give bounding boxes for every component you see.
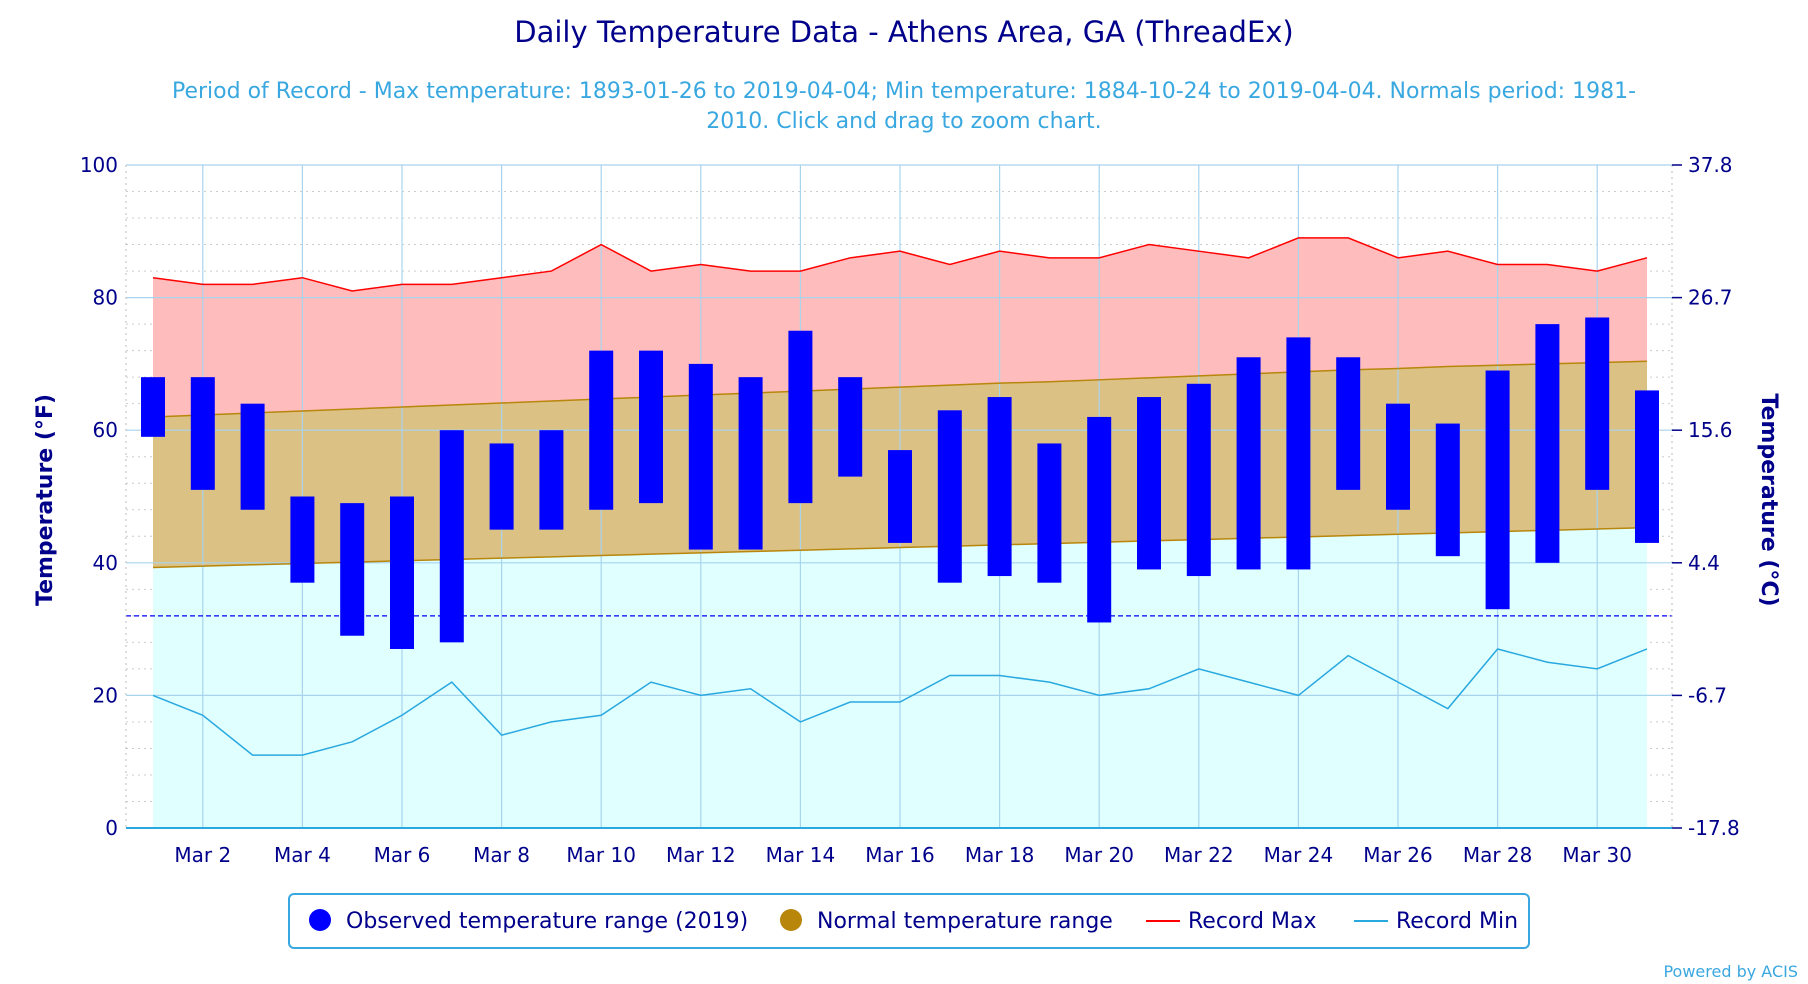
observed-bar-mar-17[interactable] [937,410,962,583]
y-tick-label-right: 15.6 [1688,418,1733,442]
record-min-line[interactable] [152,648,1648,756]
x-tick-label: Mar 22 [1164,843,1234,867]
legend-record-max-label[interactable]: Record Max [1188,909,1317,934]
x-tick-label: Mar 14 [766,843,836,867]
observed-bar-mar-15[interactable] [838,377,863,477]
chart-subtitle-line-1: Period of Record - Max temperature: 1893… [172,79,1636,104]
observed-bar-mar-12[interactable] [688,363,713,550]
y-axis-title-left: Temperature (°F) [33,394,58,606]
y-tick-label-right: 4.4 [1688,551,1720,575]
x-tick-label: Mar 18 [965,843,1035,867]
x-tick-label: Mar 10 [566,843,636,867]
observed-bar-mar-14[interactable] [788,330,813,504]
y-tick-label-right: -6.7 [1688,683,1727,707]
observed-bar-mar-30[interactable] [1585,317,1610,490]
observed-bar-mar-7[interactable] [439,430,464,643]
observed-bar-mar-6[interactable] [390,496,414,649]
plot-area[interactable]: 0 -17.8 20 -6.7 40 4.4 60 15.6 80 26.7 100 37.8 Mar … [80,153,1740,867]
y-tick-label-left: 60 [93,418,118,442]
observed-bar-mar-25[interactable] [1336,357,1361,490]
x-tick-label: Mar 16 [865,843,935,867]
x-tick-label: Mar 12 [666,843,736,867]
x-tick-label: Mar 2 [174,843,231,867]
legend-normal-circle-icon [780,909,802,931]
y-tick-label-right: 37.8 [1688,153,1733,177]
observed-bar-mar-29[interactable] [1535,324,1560,563]
observed-bar-mar-16[interactable] [888,450,912,543]
y-tick-label-left: 80 [93,286,118,310]
y-tick-label-left: 40 [93,551,118,575]
powered-by-credit[interactable]: Powered by ACIS [1663,962,1798,981]
legend-normal-label[interactable]: Normal temperature range [817,909,1113,934]
observed-bar-mar-28[interactable] [1485,370,1510,610]
legend-record-min-label[interactable]: Record Min [1396,909,1518,934]
y-tick-label-right: 26.7 [1688,286,1733,310]
legend-observed-label[interactable]: Observed temperature range (2019) [346,909,748,934]
observed-bar-mar-10[interactable] [589,350,614,510]
y-tick-label-left: 0 [105,816,118,840]
chart-subtitle-line-2: 2010. Click and drag to zoom chart. [706,109,1101,134]
observed-bar-mar-2[interactable] [190,377,215,490]
x-tick-label: Mar 8 [473,843,530,867]
observed-bar-mar-23[interactable] [1236,357,1261,570]
observed-bar-mar-5[interactable] [340,503,365,636]
observed-bar-mar-31[interactable] [1635,390,1659,543]
y-tick-label-right: -17.8 [1688,816,1740,840]
observed-bar-mar-24[interactable] [1286,337,1311,570]
x-tick-label: Mar 30 [1562,843,1632,867]
observed-bar-mar-11[interactable] [639,350,663,504]
observed-bar-mar-13[interactable] [738,377,763,550]
observed-bar-mar-27[interactable] [1435,423,1460,557]
observed-bar-mar-1[interactable] [141,377,165,437]
legend-box [288,893,1530,949]
x-tick-label: Mar 20 [1064,843,1134,867]
x-tick-label: Mar 26 [1363,843,1433,867]
x-tick-label: Mar 24 [1264,843,1334,867]
observed-bar-mar-8[interactable] [489,443,514,530]
observed-bar-mar-22[interactable] [1186,383,1211,577]
observed-bar-mar-20[interactable] [1087,416,1112,623]
y-axis-title-right: Temperature (°C) [1756,393,1781,606]
observed-bar-mar-3[interactable] [240,403,265,510]
y-tick-label-left: 100 [80,153,118,177]
y-tick-label-left: 20 [93,683,118,707]
observed-bar-mar-4[interactable] [290,496,315,583]
normal-high-line [152,360,1648,418]
observed-bar-mar-21[interactable] [1137,397,1161,570]
observed-bar-mar-9[interactable] [539,430,564,530]
x-tick-label: Mar 28 [1463,843,1533,867]
observed-bar-mar-26[interactable] [1386,403,1410,510]
record-max-line[interactable] [152,237,1648,292]
observed-bar-mar-19[interactable] [1037,443,1062,583]
x-tick-label: Mar 6 [374,843,431,867]
legend: Observed temperature range (2019) Normal… [288,893,1530,949]
chart-title: Daily Temperature Data - Athens Area, GA… [514,15,1294,49]
x-tick-label: Mar 4 [274,843,331,867]
observed-bar-mar-18[interactable] [987,397,1012,577]
legend-observed-circle-icon [309,909,331,931]
